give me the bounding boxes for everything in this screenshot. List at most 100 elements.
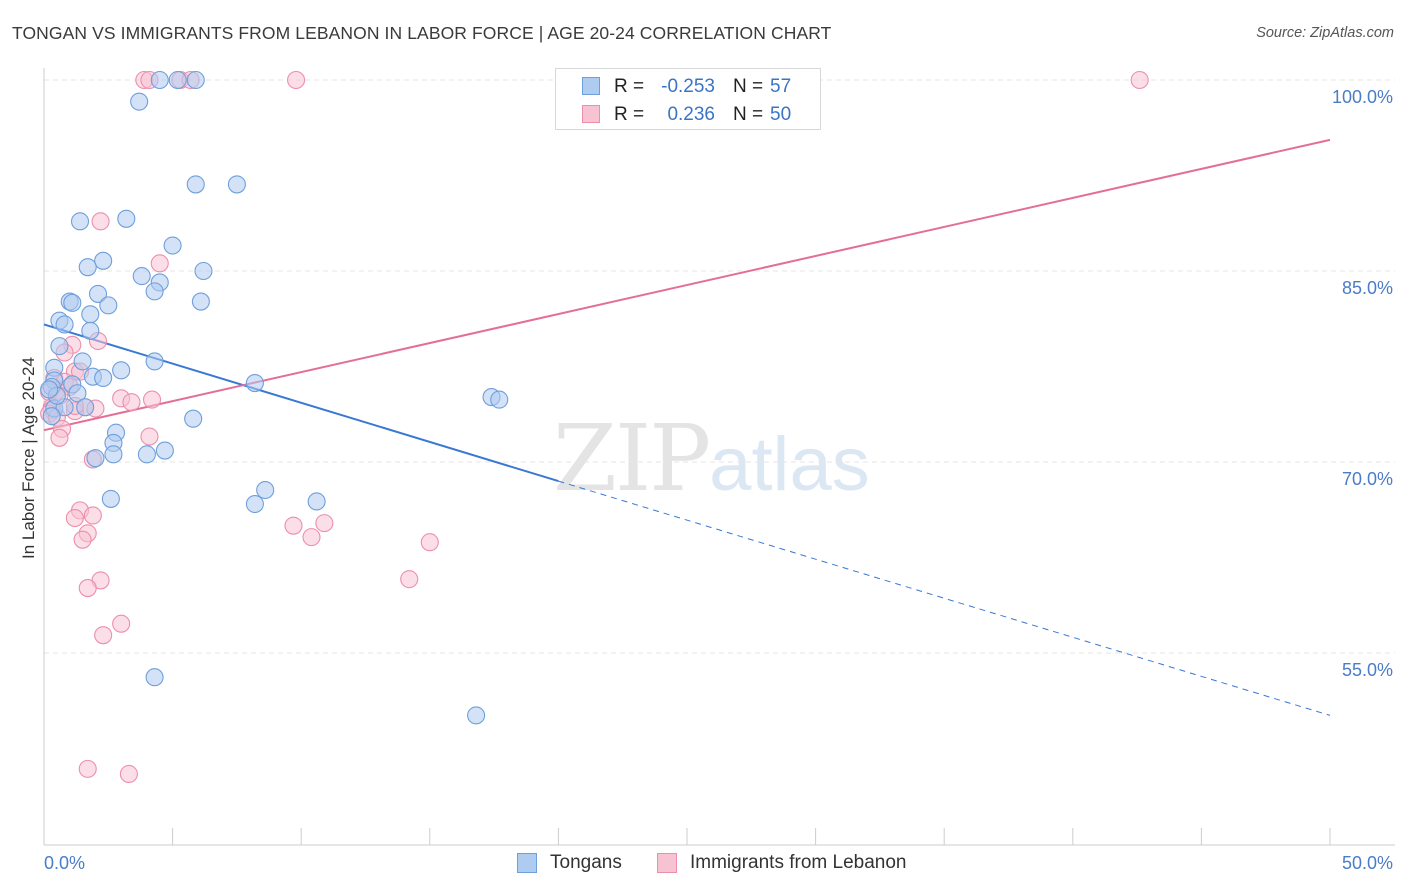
point-tongans (145, 352, 164, 371)
point-tongans (245, 494, 264, 514)
trendline-tongans-extension (558, 480, 1331, 716)
point-tongans (490, 390, 509, 409)
point-tongans (88, 284, 108, 303)
point-tongans (168, 70, 187, 90)
point-tongans (86, 449, 105, 468)
legend-r-value: -0.253 (661, 76, 715, 97)
point-tongans (137, 445, 156, 464)
point-lebanon (315, 514, 334, 533)
point-tongans (184, 409, 203, 428)
point-tongans (186, 70, 205, 90)
point-lebanon (50, 428, 69, 447)
point-tongans (155, 441, 174, 460)
point-tongans (78, 258, 97, 277)
bottom-legend-swatch-tongans (517, 853, 537, 873)
points-layer (40, 70, 1149, 784)
y-tick-label: 100.0% (1332, 87, 1393, 107)
point-tongans (130, 92, 149, 111)
point-lebanon (65, 508, 84, 528)
labels-layer: 100.0% 85.0% 70.0% 55.0% 0.0% 50.0% In Labor F… (19, 87, 1393, 873)
point-tongans (63, 293, 82, 312)
point-lebanon (94, 626, 113, 645)
point-lebanon (140, 427, 159, 446)
legend-r-label: R = (614, 76, 645, 97)
legend-swatch-tongans (582, 77, 600, 95)
y-axis-title: In Labor Force | Age 20-24 (19, 357, 38, 559)
point-lebanon (302, 528, 321, 547)
point-tongans (40, 380, 59, 399)
x-tick-label-left: 0.0% (44, 853, 85, 873)
point-tongans (55, 315, 74, 334)
x-tick-label-right: 50.0% (1342, 853, 1393, 873)
point-tongans (101, 489, 120, 508)
point-tongans (256, 480, 275, 500)
point-tongans (76, 398, 95, 417)
point-tongans (132, 267, 151, 286)
bottom-legend-swatch-lebanon (657, 853, 677, 873)
point-lebanon (112, 614, 131, 633)
point-tongans (145, 668, 164, 687)
point-tongans (94, 251, 113, 270)
legend-swatch-lebanon (582, 105, 600, 123)
point-tongans (94, 368, 113, 388)
axis-layer (43, 68, 1395, 846)
point-lebanon (420, 533, 439, 552)
point-tongans (245, 374, 264, 393)
legend-n-value: 50 (770, 104, 792, 125)
trend-layer (43, 138, 1331, 716)
point-tongans (194, 261, 213, 281)
point-lebanon (284, 516, 303, 535)
point-tongans (117, 209, 136, 228)
point-tongans (70, 212, 90, 231)
point-tongans (42, 407, 61, 426)
point-tongans (163, 236, 182, 255)
y-tick-label: 55.0% (1342, 660, 1393, 680)
trendline-tongans (43, 323, 559, 483)
watermark-atlas: atlas (709, 422, 870, 507)
legend-box: R = -0.253 N = 57 R = 0.236 N = 50 (555, 68, 821, 130)
point-tongans (68, 384, 87, 403)
chart-title: TONGAN VS IMMIGRANTS FROM LEBANON IN LAB… (12, 23, 832, 43)
chart-source: Source: ZipAtlas.com (1256, 25, 1394, 41)
point-lebanon (287, 70, 306, 90)
legend-r-value: 0.236 (667, 104, 715, 125)
point-lebanon (150, 254, 169, 273)
point-tongans (186, 175, 205, 194)
point-lebanon (73, 530, 92, 549)
legend-n-label: N = (733, 104, 764, 125)
point-lebanon (142, 390, 162, 409)
point-tongans (191, 292, 210, 311)
legend-n-label: N = (733, 76, 764, 97)
point-tongans (99, 296, 118, 315)
watermark: ZIPatlas (553, 405, 870, 512)
bottom-legend-label-lebanon: Immigrants from Lebanon (690, 852, 907, 873)
point-tongans (112, 361, 131, 380)
point-lebanon (400, 570, 419, 589)
point-tongans (81, 305, 100, 324)
point-lebanon (122, 393, 141, 412)
legend-row-tongans: R = -0.253 N = 57 (556, 73, 820, 101)
legend-r-label: R = (614, 104, 645, 125)
point-tongans (145, 282, 164, 301)
legend-n-value: 57 (770, 76, 792, 97)
y-tick-label: 70.0% (1342, 469, 1393, 489)
bottom-legend-label-tongans: Tongans (550, 852, 622, 873)
point-tongans (467, 706, 486, 725)
point-lebanon (91, 212, 110, 231)
point-lebanon (1130, 70, 1149, 90)
point-lebanon (78, 579, 97, 598)
point-tongans (50, 337, 69, 356)
watermark-zip: ZIP (553, 405, 711, 512)
point-lebanon (83, 506, 102, 525)
point-tongans (81, 321, 100, 340)
point-tongans (227, 175, 246, 194)
y-tick-label: 85.0% (1342, 278, 1393, 298)
bottom-legend: Tongans Immigrants from Lebanon (0, 852, 1406, 878)
legend-row-lebanon: R = 0.236 N = 50 (556, 101, 820, 129)
point-tongans (73, 352, 92, 371)
point-tongans (307, 492, 326, 511)
point-tongans (150, 70, 169, 90)
point-tongans (104, 445, 123, 464)
point-lebanon (119, 764, 138, 784)
